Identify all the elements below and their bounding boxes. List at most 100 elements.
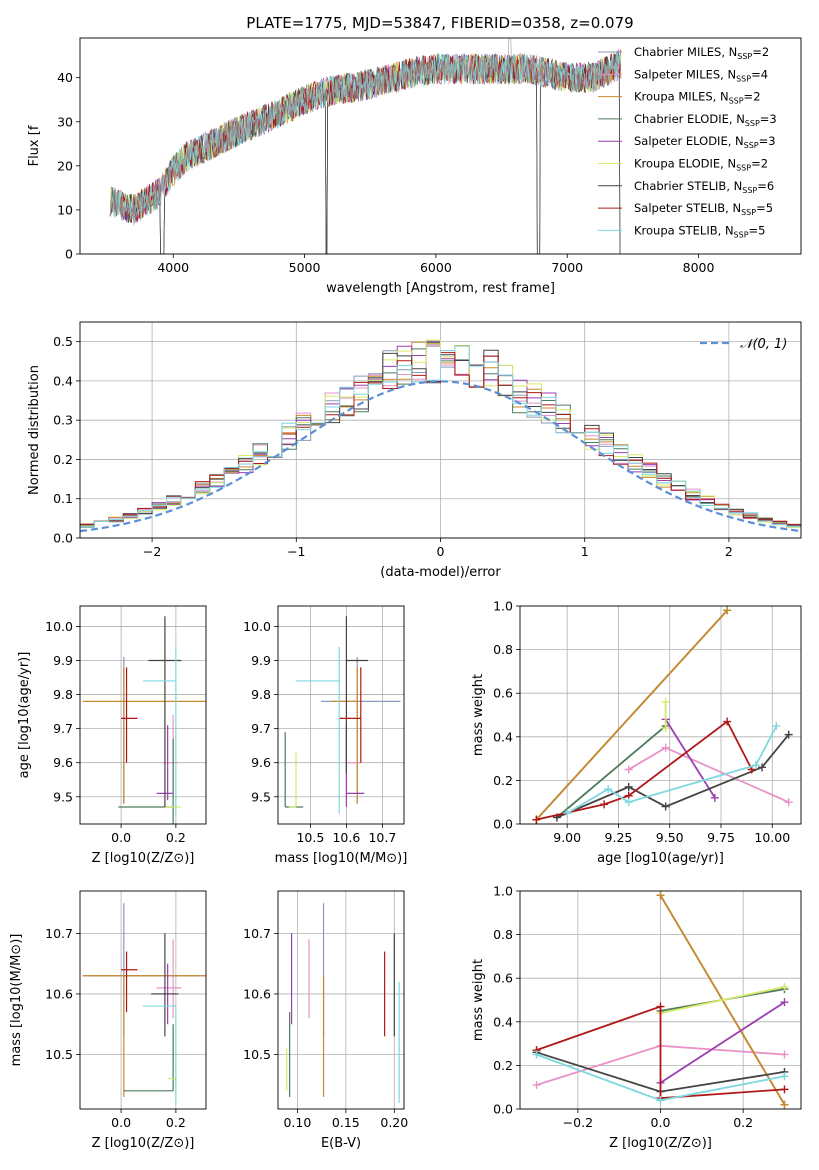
y-tick-label: 0.4: [53, 373, 73, 388]
weight-marker: [780, 998, 789, 1007]
axes-frame: [79, 321, 802, 539]
weight-marker: [624, 782, 633, 791]
weight-line: [536, 720, 753, 821]
legend-nssp-prefix: ,: [725, 201, 732, 215]
weight-line: [556, 734, 790, 819]
x-tick-label: 8000: [683, 260, 715, 275]
legend-nssp-symbol: N: [736, 112, 745, 126]
legend-nssp-value: 4: [761, 67, 768, 81]
y-tick-label: 0.4: [493, 1014, 513, 1029]
x-tick-label: 9.00: [553, 830, 581, 845]
x-tick-label: 10.7: [368, 830, 396, 845]
weight-marker: [532, 1081, 541, 1090]
weight-marker: [723, 606, 732, 615]
y-tick-label: 0.2: [493, 773, 513, 788]
legend-series-name: Chabrier ELODIE: [634, 112, 729, 126]
legend-nssp-value: 5: [758, 223, 765, 237]
x-tick-label: 10.5: [296, 830, 324, 845]
legend-nssp-prefix: ,: [729, 112, 736, 126]
residual-histogram: [80, 345, 801, 530]
spectrum-data-line: [109, 38, 622, 226]
axes-frame: [79, 605, 207, 825]
y-tick-label: 10.7: [45, 926, 73, 941]
legend-nssp-symbol: N: [725, 223, 734, 237]
legend-nssp-prefix: ,: [721, 45, 728, 59]
normal-curve: [80, 380, 801, 533]
weight-marker: [780, 1072, 789, 1081]
x-axis-label: wavelength [Angstrom, rest frame]: [326, 281, 555, 296]
axes-frame: [277, 605, 405, 825]
x-tick-label: 1: [581, 544, 589, 559]
x-tick-label: 0.15: [332, 1115, 360, 1130]
x-tick-label: 0.0: [651, 1115, 671, 1130]
legend-nssp-value: 6: [767, 179, 774, 193]
y-tick-label: 1.0: [493, 884, 513, 899]
y-tick-label: 10.6: [45, 986, 73, 1001]
legend-label: Salpeter MILES, NSSP=4: [634, 67, 768, 83]
legend-nssp-value: 5: [766, 201, 773, 215]
x-tick-label: 5000: [289, 260, 321, 275]
x-tick-label: 0.10: [283, 1115, 311, 1130]
y-tick-label: 9.7: [53, 721, 73, 736]
legend-nssp-symbol: N: [729, 45, 738, 59]
y-tick-label: 10: [57, 202, 73, 217]
legend-nssp-eq: =: [751, 157, 761, 171]
y-tick-label: 10.7: [243, 926, 271, 941]
x-tick-label: 9.25: [605, 830, 633, 845]
legend-label: Chabrier MILES, NSSP=2: [634, 45, 769, 61]
legend-nssp-value: 3: [768, 134, 775, 148]
weight-marker: [532, 1050, 541, 1059]
weight-marker: [656, 1002, 665, 1011]
legend-nssp-prefix: ,: [720, 67, 727, 81]
y-tick-label: 9.7: [251, 721, 271, 736]
weight-marker: [656, 891, 665, 900]
legend-nssp-subscript: SSP: [745, 119, 760, 128]
y-axis-label: mass [log10(M/M⊙)]: [9, 934, 24, 1067]
spectrum-panel: 4000 5000 6000 7000 8000 0 10 20 30 40 wavelength …: [27, 37, 802, 296]
legend-label: 𝒩(0, 1): [740, 337, 787, 352]
legend-nssp-subscript: SSP: [737, 52, 752, 61]
legend-nssp-symbol: N: [734, 179, 743, 193]
weight-line: [535, 609, 728, 821]
y-tick-label: 0.0: [53, 531, 73, 546]
x-tick-label: 10.00: [754, 830, 790, 845]
y-tick-label: 9.8: [53, 687, 73, 702]
y-tick-label: 0: [65, 247, 73, 262]
y-axis-label: mass weight: [471, 674, 486, 756]
x-tick-label: −2: [143, 544, 161, 559]
legend-series-name: Salpeter STELIB: [634, 201, 725, 215]
y-axis-label: Flux [f: [27, 125, 42, 166]
y-tick-label: 0.8: [493, 642, 513, 657]
legend-label: Salpeter ELODIE, NSSP=3: [634, 134, 776, 150]
y-tick-label: 20: [57, 158, 73, 173]
y-tick-label: 0.8: [493, 927, 513, 942]
x-tick-label: 0: [437, 544, 445, 559]
axes-frame: [277, 890, 405, 1110]
weight-marker: [780, 1085, 789, 1094]
y-tick-label: 10.5: [45, 1047, 73, 1062]
x-axis-label: (data-model)/error: [380, 565, 501, 580]
legend-nssp-prefix: ,: [726, 179, 733, 193]
x-tick-label: 7000: [551, 260, 583, 275]
figure-title: PLATE=1775, MJD=53847, FIBERID=0358, z=0…: [246, 14, 633, 32]
age-vs-mass-panel: 10.5 10.6 10.7 9.5 9.6 9.7 9.8 9.9 10.0 mass [log…: [243, 605, 407, 866]
legend-label: Chabrier ELODIE, NSSP=3: [634, 112, 777, 128]
y-tick-label: 9.6: [251, 755, 271, 770]
weight-marker: [661, 724, 670, 733]
residuals-panel: −2 −1 0 1 2 0.0 0.1 0.2 0.3 0.4 0.5 (data-model)/er…: [27, 321, 802, 580]
legend-series-name: Salpeter ELODIE: [634, 134, 728, 148]
weight-line: [660, 986, 785, 1014]
weight-marker: [563, 809, 572, 818]
y-tick-label: 9.5: [53, 789, 73, 804]
y-tick-label: 10.0: [45, 619, 73, 634]
legend-series-name: Kroupa ELODIE: [634, 157, 720, 171]
legend-label: Chabrier STELIB, NSSP=6: [634, 179, 774, 195]
y-tick-label: 1.0: [493, 599, 513, 614]
y-tick-label: 0.3: [53, 413, 73, 428]
legend-nssp-prefix: ,: [720, 157, 727, 171]
legend-nssp-eq: =: [759, 134, 769, 148]
weight-marker: [661, 697, 670, 706]
legend-nssp-eq: =: [752, 45, 762, 59]
weight-marker: [656, 1096, 665, 1105]
weight-line: [556, 725, 667, 819]
